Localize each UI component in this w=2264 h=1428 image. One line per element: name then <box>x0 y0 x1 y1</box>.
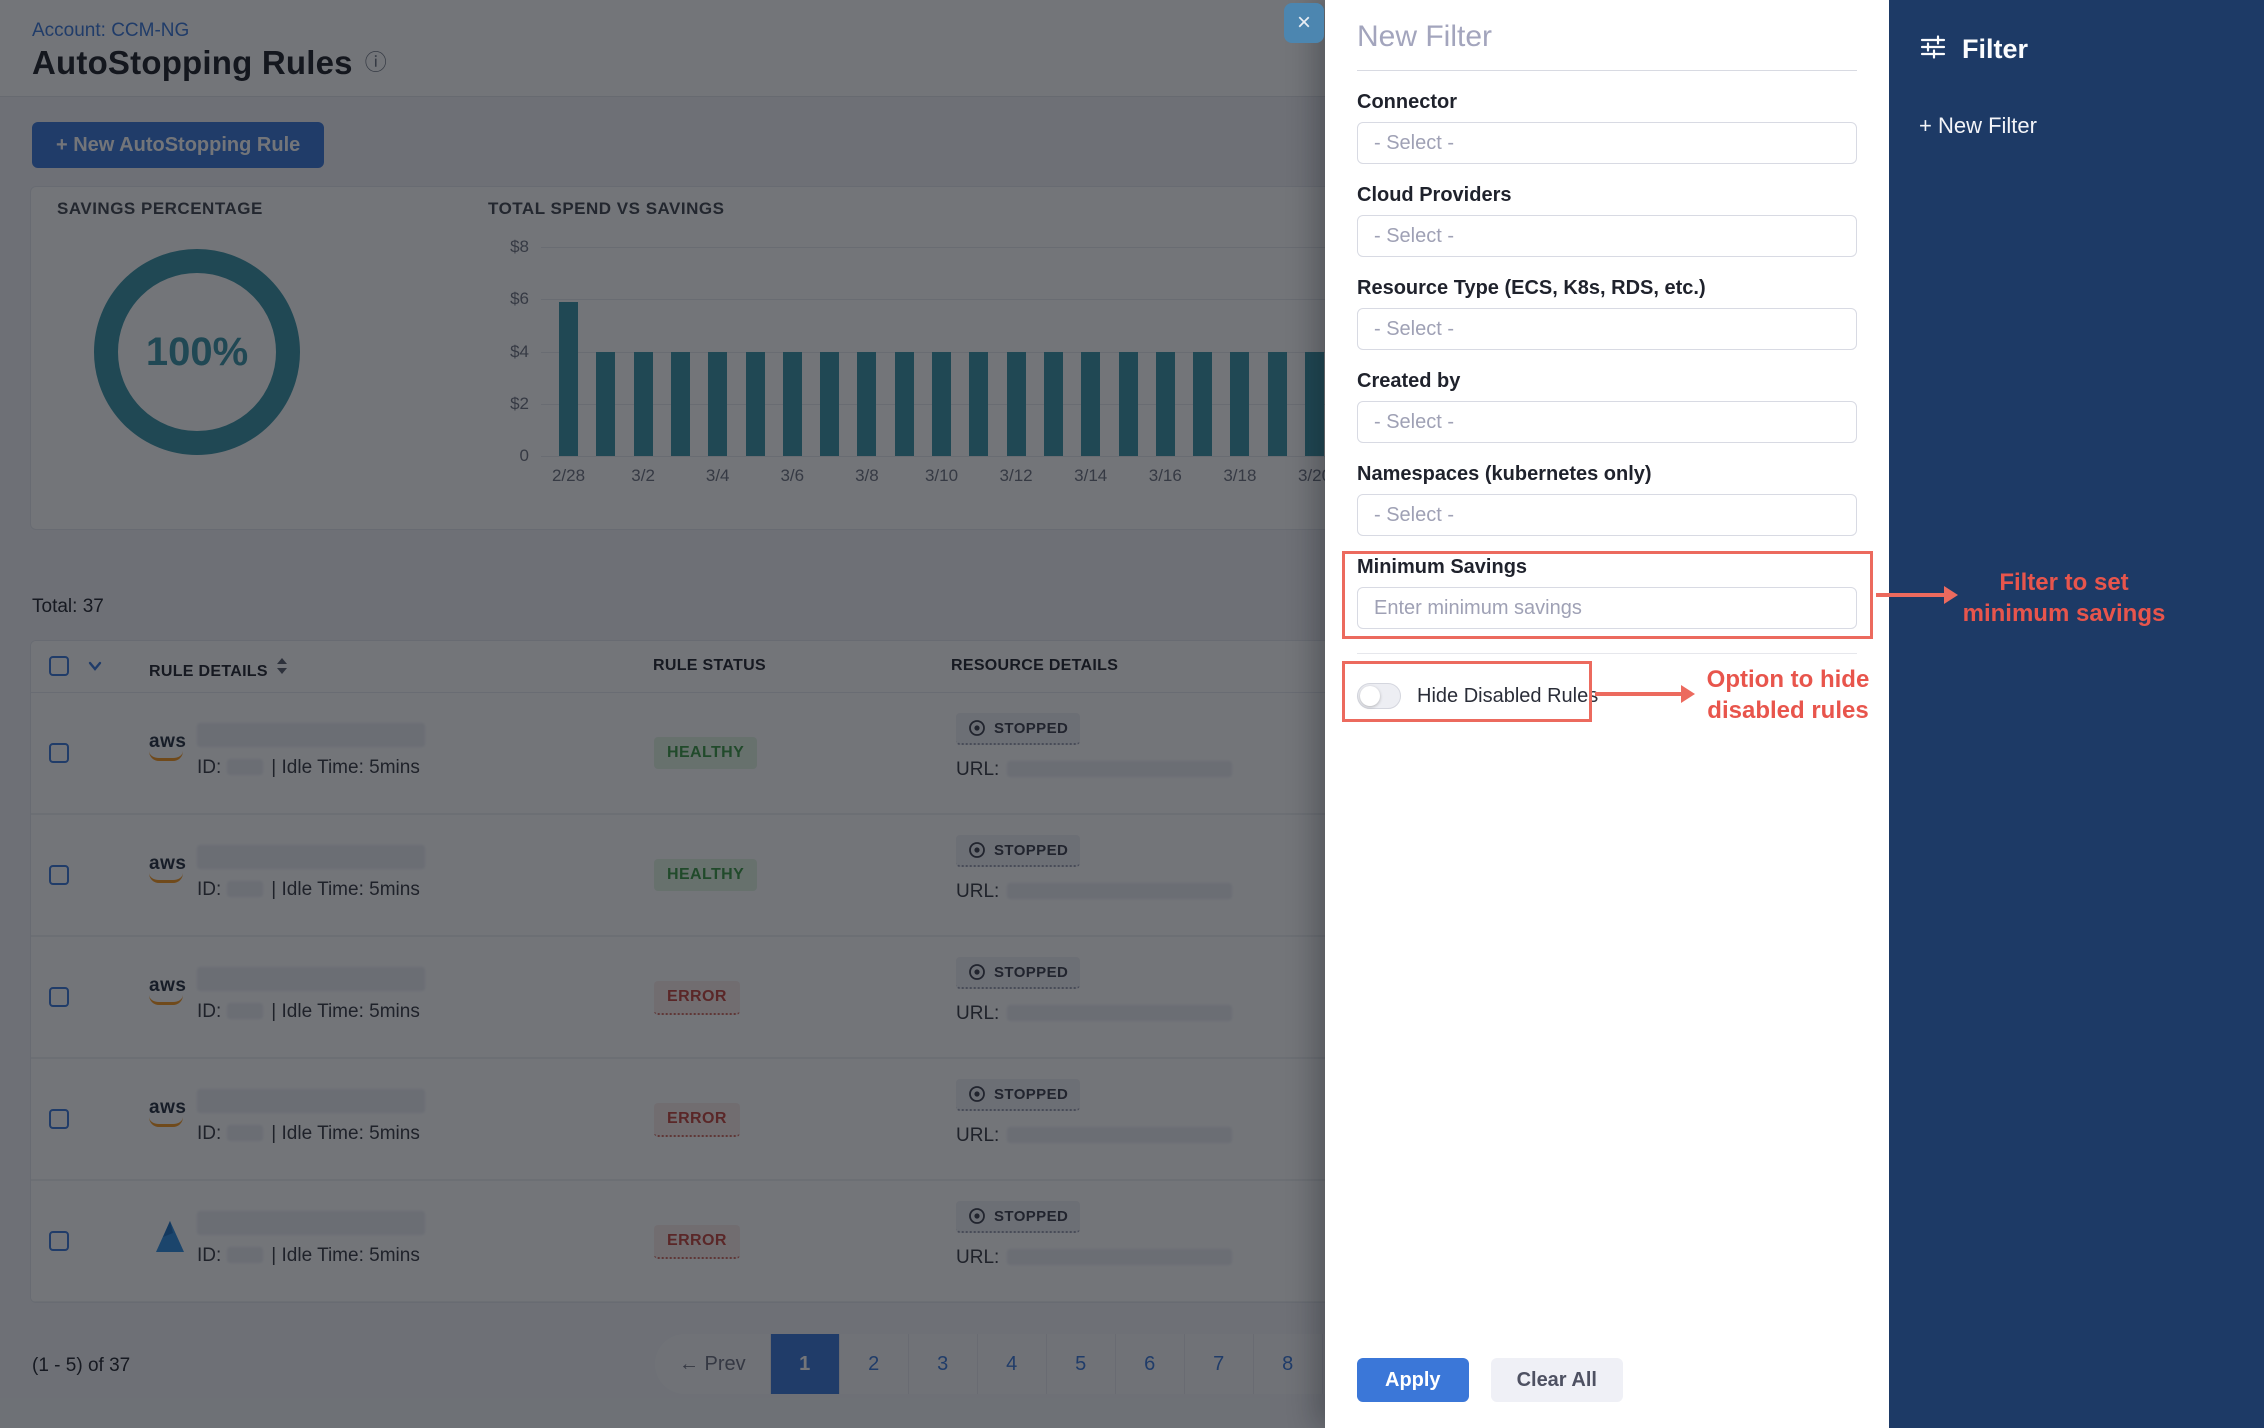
created-by-field: Created by - Select - <box>1357 370 1857 443</box>
resource-type-field: Resource Type (ECS, K8s, RDS, etc.) - Sel… <box>1357 277 1857 350</box>
new-filter-button[interactable]: + New Filter <box>1919 113 2037 138</box>
drawer-title-divider <box>1357 70 1857 71</box>
filter-side-panel: Filter + New Filter <box>1889 0 2264 1428</box>
created-by-select[interactable]: - Select - <box>1357 401 1857 443</box>
drawer-close-button[interactable]: × <box>1284 3 1324 43</box>
connector-label: Connector <box>1357 91 1457 113</box>
connector-select[interactable]: - Select - <box>1357 122 1857 164</box>
namespaces-label: Namespaces (kubernetes only) <box>1357 463 1652 485</box>
namespaces-select[interactable]: - Select - <box>1357 494 1857 536</box>
namespaces-field: Namespaces (kubernetes only) - Select - <box>1357 463 1857 536</box>
created-by-label: Created by <box>1357 370 1461 392</box>
resource-type-label: Resource Type (ECS, K8s, RDS, etc.) <box>1357 277 1706 299</box>
cloud-providers-select[interactable]: - Select - <box>1357 215 1857 257</box>
drawer-fields: Connector - Select - Cloud Providers - Sele… <box>1357 91 1857 536</box>
minimum-savings-label: Minimum Savings <box>1357 556 1528 578</box>
connector-field: Connector - Select - <box>1357 91 1857 164</box>
cloud-providers-field: Cloud Providers - Select - <box>1357 184 1857 257</box>
filter-drawer: New Filter Connector - Select - Cloud Prov… <box>1325 0 1889 1428</box>
minimum-savings-field: Minimum Savings <box>1357 556 1857 629</box>
drawer-actions: Apply Clear All <box>1357 1358 1623 1402</box>
resource-type-select[interactable]: - Select - <box>1357 308 1857 350</box>
apply-button[interactable]: Apply <box>1357 1358 1469 1402</box>
hide-disabled-rules-row: Hide Disabled Rules <box>1357 676 1857 716</box>
side-panel-header: Filter <box>1889 0 2264 65</box>
toggle-knob <box>1360 686 1380 706</box>
hide-disabled-rules-toggle[interactable] <box>1357 683 1401 709</box>
clear-all-button[interactable]: Clear All <box>1490 1358 1623 1402</box>
side-panel-title: Filter <box>1962 34 2029 64</box>
cloud-providers-label: Cloud Providers <box>1357 184 1512 206</box>
drawer-section-divider <box>1357 653 1857 654</box>
minimum-savings-input[interactable] <box>1357 587 1857 629</box>
drawer-title: New Filter <box>1357 20 1493 53</box>
filter-sliders-icon <box>1919 34 1947 65</box>
hide-disabled-rules-label: Hide Disabled Rules <box>1417 684 1599 707</box>
